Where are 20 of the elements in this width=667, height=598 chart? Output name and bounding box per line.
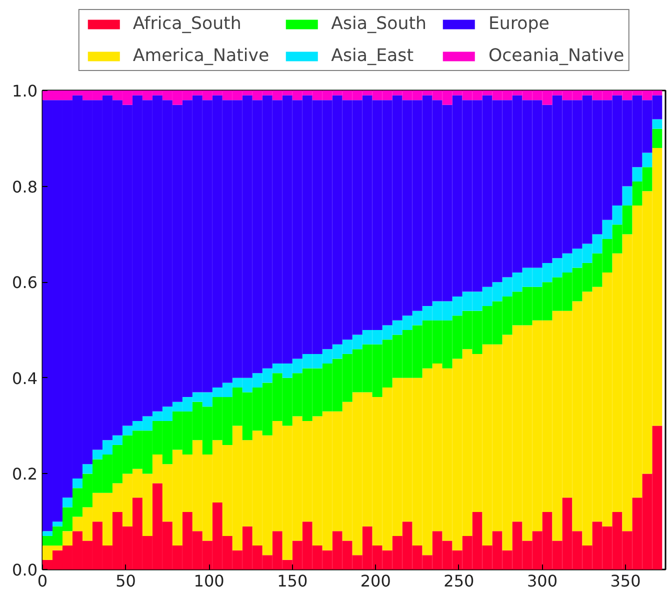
legend-label: America_Native	[132, 46, 270, 66]
legend-label: Asia_South	[331, 14, 426, 34]
x-tick-label: 250	[444, 572, 474, 590]
x-tick-label: 150	[277, 572, 308, 590]
legend-label: Africa_South	[132, 14, 242, 34]
y-tick-label: 0.4	[12, 368, 38, 388]
legend-label: Europe	[488, 14, 550, 34]
legend-label: Oceania_Native	[488, 46, 624, 66]
x-tick-label: 300	[526, 572, 558, 590]
y-tick-label: 1.0	[12, 82, 38, 100]
x-tick-label: 0	[37, 572, 48, 590]
x-tick-label: 100	[194, 572, 224, 590]
y-tick-label: 0.2	[12, 464, 38, 484]
y-tick-label: 0.0	[12, 560, 38, 580]
x-tick-label: 50	[116, 572, 136, 590]
x-tick-label: 200	[360, 572, 391, 590]
y-tick-label: 0.8	[12, 177, 38, 196]
legend-label: Asia_East	[331, 46, 414, 66]
x-tick-label: 350	[610, 572, 641, 590]
y-tick-label: 0.6	[12, 273, 38, 292]
